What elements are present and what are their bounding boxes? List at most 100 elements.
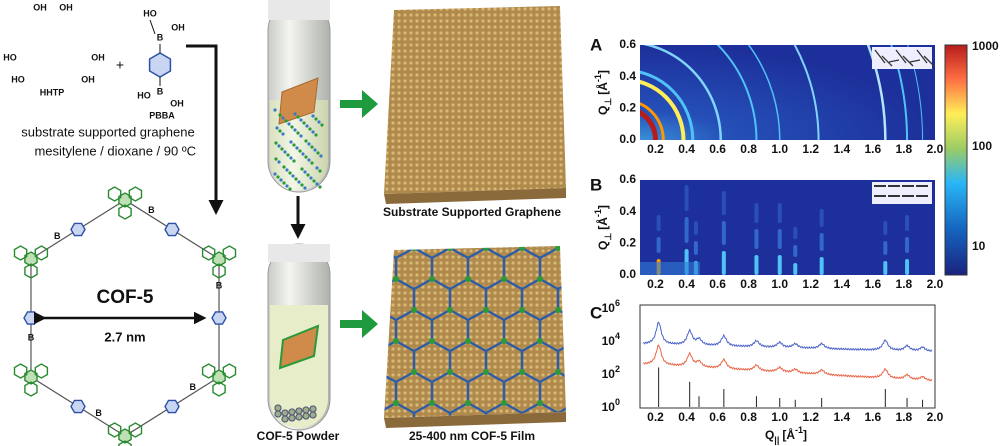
linker-ring [212, 312, 226, 324]
particle [284, 119, 287, 122]
y-tick-label: 0.2 [619, 101, 636, 115]
condition-line: mesitylene / dioxane / 90 ºC [34, 143, 196, 158]
particle [304, 139, 307, 142]
x-tick-label: 0.6 [709, 277, 726, 291]
particle [309, 176, 312, 179]
boron-label: B [54, 231, 61, 241]
particle [293, 128, 296, 131]
y-tick-label: 0.2 [619, 236, 636, 250]
particle [300, 167, 303, 170]
substrate-surface [384, 6, 566, 194]
beam-glow [640, 262, 700, 275]
streak [905, 215, 909, 231]
particle [281, 116, 284, 119]
label-part: [Å [595, 82, 610, 95]
label-part: Q [596, 241, 610, 250]
particle [279, 178, 282, 181]
pbba-label: PBBA [149, 110, 175, 120]
particle [312, 179, 315, 182]
powder-caption: COF-5 Powder [257, 429, 340, 443]
tick-base: 10 [602, 367, 616, 381]
tick-base: 10 [602, 400, 616, 414]
hydroxyl: OH [33, 2, 47, 12]
linker-ring [165, 223, 179, 235]
particle [297, 180, 300, 183]
streak [793, 263, 797, 275]
tick-exp: 6 [615, 298, 620, 308]
label-part: ⊥ [603, 233, 613, 241]
film-surface [384, 246, 566, 418]
pbba-ho: HO [137, 90, 151, 100]
linker-ring [165, 400, 179, 412]
powder-grain [289, 415, 295, 421]
streak [722, 221, 726, 245]
particle [314, 117, 317, 120]
particle [288, 171, 291, 174]
streak [793, 245, 797, 257]
particle [285, 168, 288, 171]
x-tick-label: 0.2 [647, 410, 664, 424]
label-part: || [774, 435, 779, 445]
streak [754, 255, 758, 275]
tick-base: 10 [602, 334, 616, 348]
particle [291, 174, 294, 177]
label-part: -1 [795, 425, 803, 435]
substrate-image [384, 6, 566, 204]
particle [287, 122, 290, 125]
streak [905, 237, 909, 253]
x-tick-label: 0.2 [647, 142, 664, 156]
pbba-oh: OH [171, 22, 185, 32]
particle [311, 130, 314, 133]
particle [289, 156, 292, 159]
particle [288, 187, 291, 190]
substrate-caption: Substrate Supported Graphene [383, 205, 561, 219]
linker-ring [71, 223, 85, 235]
y-tick-label: 0.6 [619, 37, 636, 51]
particle [282, 181, 285, 184]
x-tick-label: 1.4 [833, 277, 850, 291]
powder-grain [310, 406, 316, 412]
streak [754, 203, 758, 223]
y-tick-label: 102 [602, 364, 620, 381]
pbba-boron: B [157, 86, 164, 96]
powder-grain [282, 410, 288, 416]
label-part: -1 [593, 209, 603, 217]
powder-grain [275, 411, 281, 417]
x-tick-label: 0.4 [678, 142, 695, 156]
particle [315, 182, 318, 185]
particle [307, 142, 310, 145]
x-tick-label: 0.8 [740, 410, 757, 424]
streak [657, 237, 661, 253]
particle [320, 123, 323, 126]
label-part: ] [596, 205, 610, 209]
tube-rim [268, 244, 330, 262]
x-tick-label: 2.0 [927, 410, 944, 424]
streak [793, 227, 797, 239]
y-tick-label: 104 [602, 331, 620, 348]
particle [314, 133, 317, 136]
label-part: Q [596, 106, 610, 115]
particle [316, 151, 319, 154]
powder-grain [310, 412, 316, 418]
x-tick-label: 1.2 [802, 142, 819, 156]
streak [820, 257, 824, 275]
streak [778, 203, 782, 223]
condition-line: substrate supported graphene [21, 124, 194, 139]
particle [274, 157, 277, 160]
x-tick-label: 0.6 [709, 142, 726, 156]
particle [277, 160, 280, 163]
particle [296, 131, 299, 134]
x-tick-label: 0.6 [709, 410, 726, 424]
cof5-name: COF-5 [97, 287, 154, 308]
x-tick-label: 1.4 [833, 142, 850, 156]
streak [722, 251, 726, 275]
streak [685, 185, 689, 211]
particle [294, 177, 297, 180]
x-tick-label: 1.8 [896, 277, 913, 291]
streak [820, 233, 824, 251]
tick-exp: 4 [615, 331, 620, 341]
y-tick-label: 0.6 [619, 172, 636, 186]
particle [280, 147, 283, 150]
boron-label: B [28, 332, 35, 342]
